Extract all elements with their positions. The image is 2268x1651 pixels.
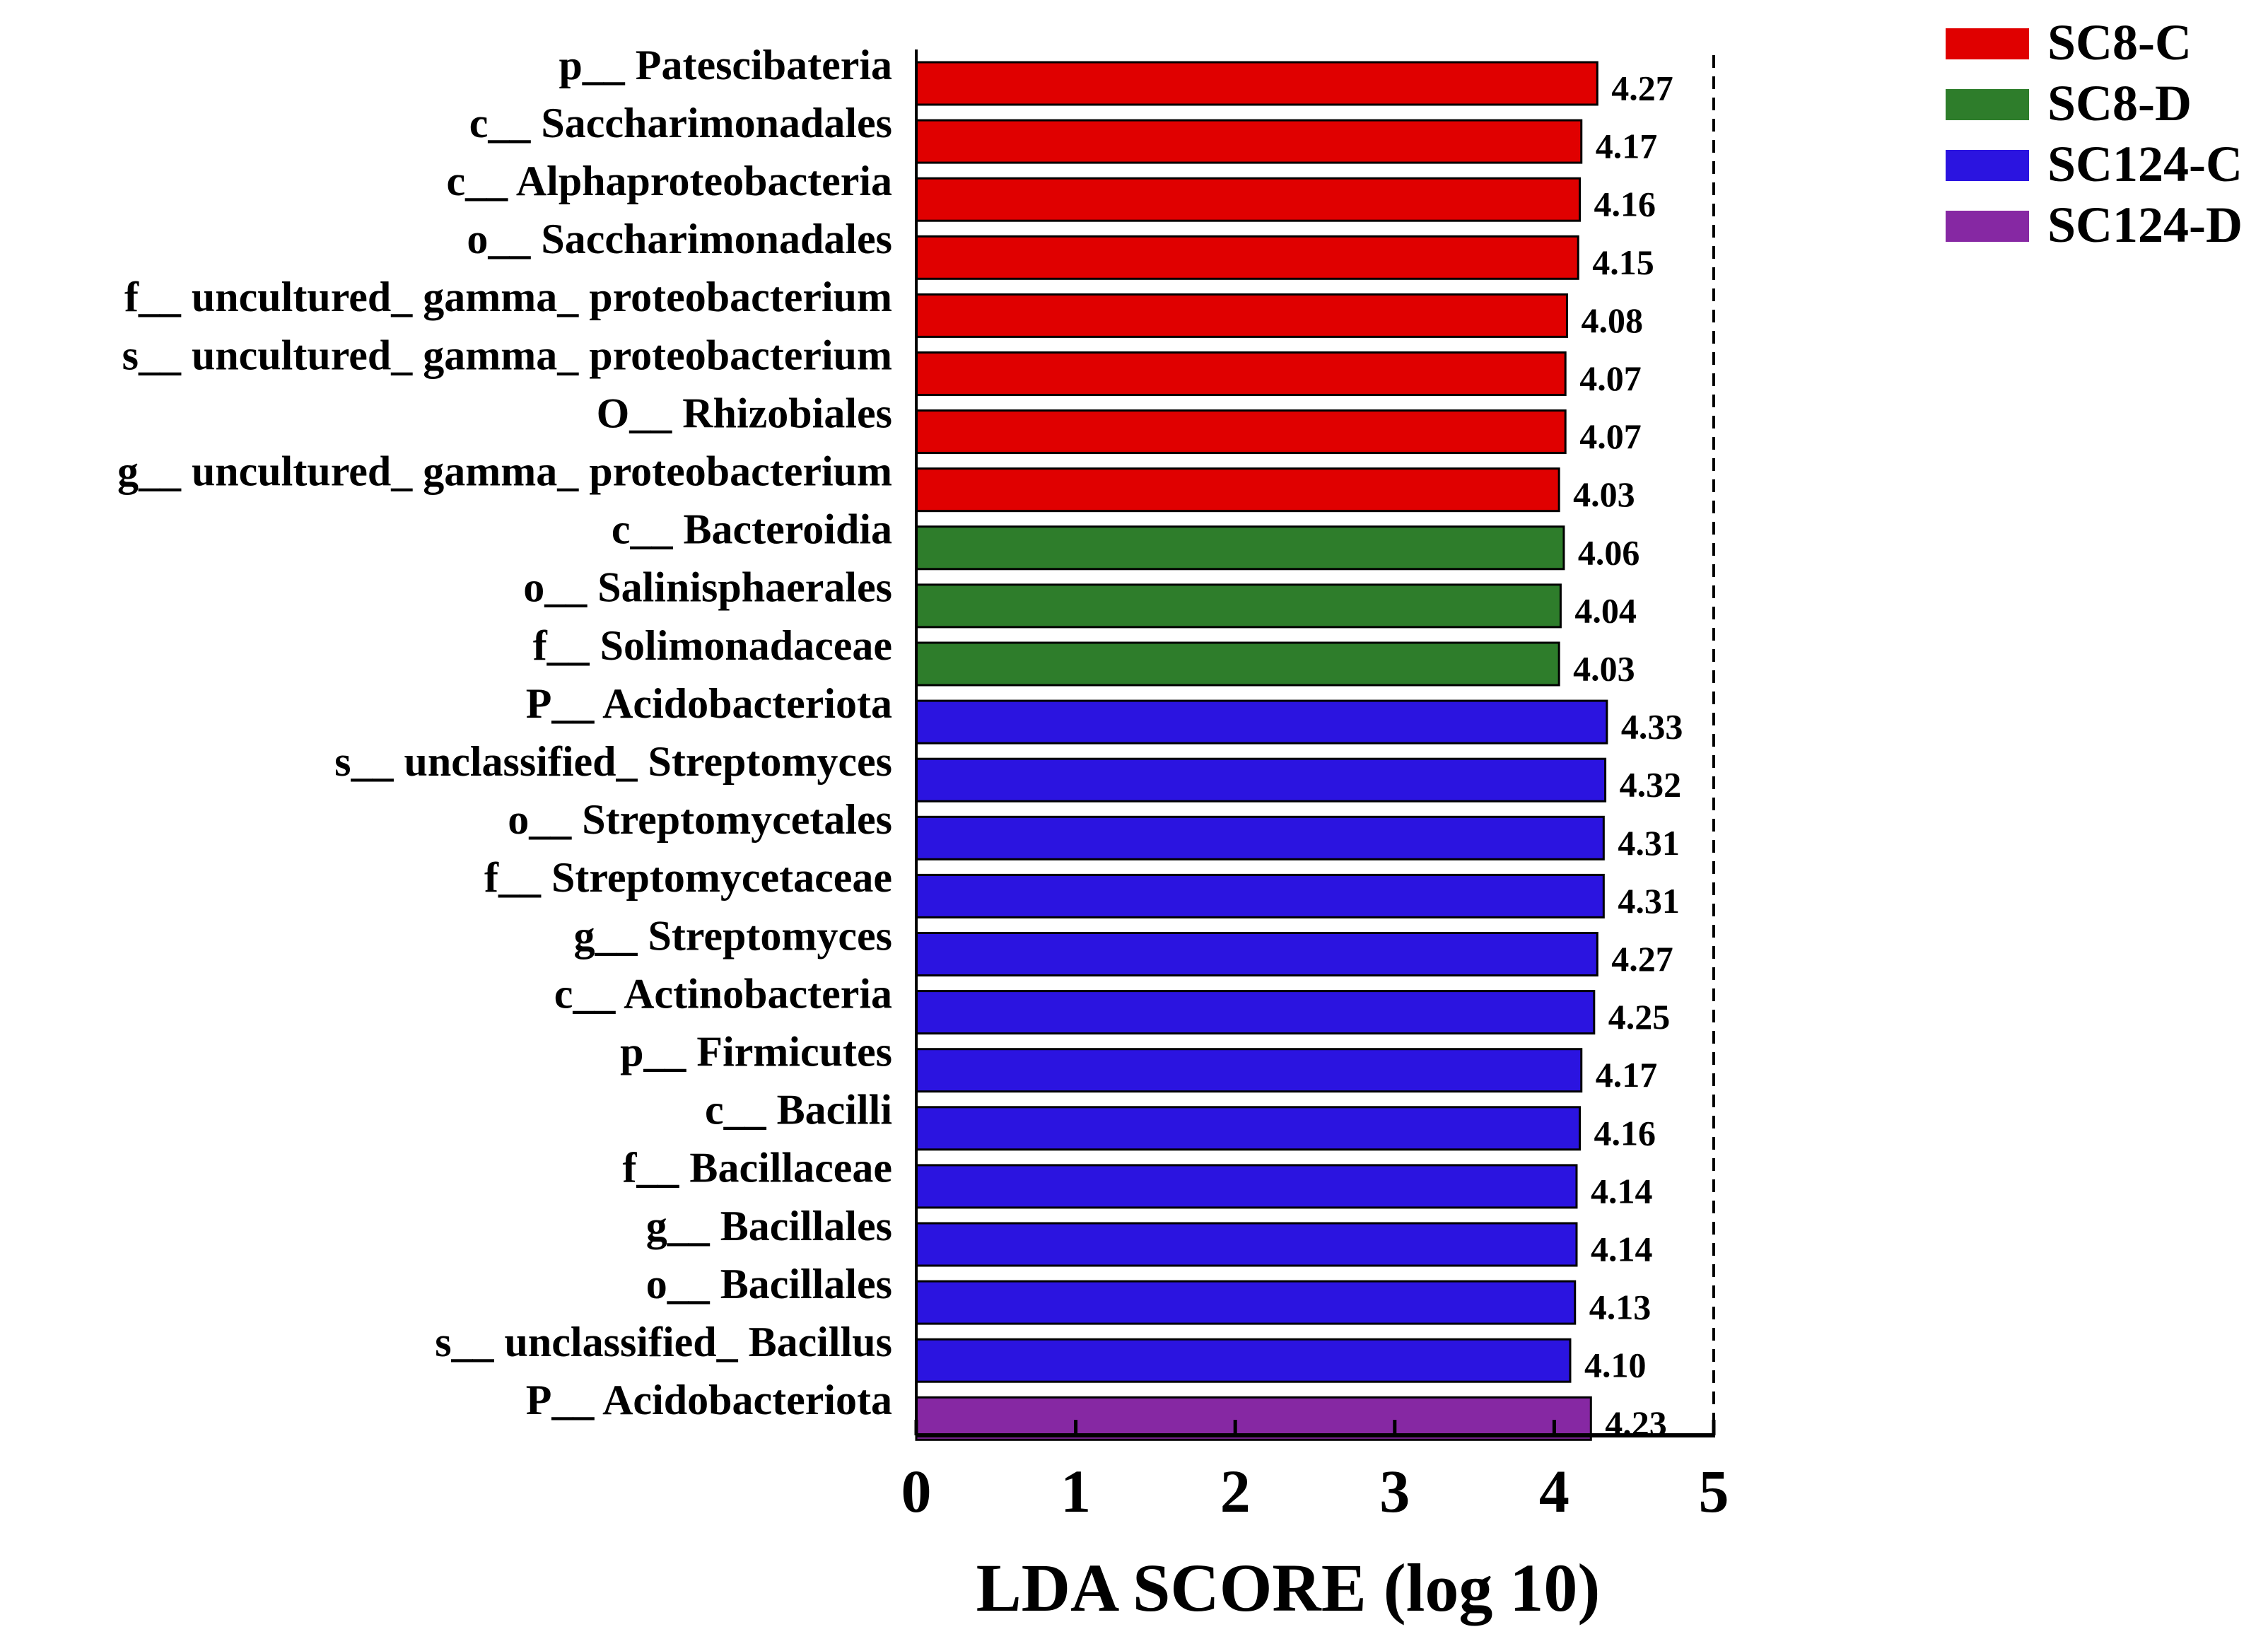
value-label-4: 4.08 — [1581, 301, 1643, 340]
legend-label-2: SC124-C — [2047, 136, 2243, 192]
bar-21 — [915, 1280, 1577, 1325]
x-tick-label-5: 5 — [1699, 1457, 1729, 1525]
legend-swatch-0 — [1946, 28, 2029, 59]
value-label-8: 4.06 — [1578, 532, 1640, 572]
category-label-12: s__ unclassified_ Streptomyces — [334, 738, 892, 785]
bar-11 — [915, 699, 1608, 745]
legend-label-1: SC8-D — [2047, 75, 2192, 132]
bar-20 — [915, 1222, 1578, 1267]
bar-19 — [915, 1164, 1578, 1209]
x-tick-label-0: 0 — [901, 1457, 932, 1525]
category-label-23: P__ Acidobacteriota — [526, 1377, 892, 1423]
value-label-21: 4.13 — [1589, 1288, 1652, 1327]
value-label-16: 4.25 — [1608, 997, 1671, 1037]
bar-16 — [915, 990, 1596, 1035]
x-tick-label-1: 1 — [1060, 1457, 1091, 1525]
legend-swatch-3 — [1946, 211, 2029, 242]
bar-9 — [915, 583, 1562, 629]
bar-0 — [915, 61, 1598, 106]
bar-12 — [915, 757, 1607, 803]
x-tick-label-4: 4 — [1539, 1457, 1570, 1525]
bar-3 — [915, 235, 1579, 280]
category-label-13: o__ Streptomycetales — [508, 796, 892, 843]
category-label-0: p__ Patescibateria — [559, 42, 892, 88]
category-label-7: g__ uncultured_ gamma_ proteobacterium — [117, 448, 892, 494]
value-label-6: 4.07 — [1579, 416, 1642, 456]
category-label-15: g__ Streptomyces — [574, 912, 892, 959]
bar-6 — [915, 409, 1567, 455]
value-label-13: 4.31 — [1618, 823, 1680, 863]
legend-label-0: SC8-C — [2047, 14, 2192, 71]
category-label-6: O__ Rhizobiales — [597, 390, 892, 436]
category-label-9: o__ Salinisphaerales — [523, 564, 892, 611]
bar-5 — [915, 351, 1567, 396]
value-label-3: 4.15 — [1592, 243, 1654, 282]
value-label-12: 4.32 — [1620, 765, 1682, 805]
x-axis: 0 1 2 3 4 5 — [901, 49, 1729, 1525]
bar-2 — [915, 177, 1581, 222]
bar-22 — [915, 1338, 1572, 1383]
value-label-9: 4.04 — [1574, 590, 1637, 630]
value-label-5: 4.07 — [1579, 358, 1642, 398]
category-label-11: P__ Acidobacteriota — [526, 680, 892, 727]
value-label-17: 4.17 — [1596, 1055, 1658, 1095]
category-label-16: c__ Actinobacteria — [554, 970, 892, 1017]
bar-15 — [915, 932, 1598, 976]
value-label-19: 4.14 — [1591, 1171, 1653, 1210]
category-label-2: c__ Alphaproteobacteria — [447, 158, 893, 204]
value-labels: 4.27 4.17 4.16 4.15 4.08 4.07 4.07 4.03 4.06 4.04… — [1573, 68, 1683, 1442]
bar-8 — [915, 525, 1565, 571]
category-label-21: o__ Bacillales — [646, 1261, 892, 1307]
bar-18 — [915, 1106, 1581, 1151]
bar-13 — [915, 815, 1605, 860]
value-label-18: 4.16 — [1594, 1113, 1656, 1153]
value-label-10: 4.03 — [1573, 648, 1635, 688]
category-label-4: f__ uncultured_ gamma_ proteobacterium — [124, 274, 892, 320]
legend-label-3: SC124-D — [2047, 197, 2243, 253]
legend-swatch-1 — [1946, 89, 2029, 120]
category-label-22: s__ unclassified_ Bacillus — [435, 1319, 892, 1365]
category-label-10: f__ Solimonadaceae — [533, 622, 892, 669]
bar-17 — [915, 1048, 1583, 1093]
bar-4 — [915, 293, 1568, 338]
value-label-14: 4.31 — [1618, 881, 1680, 921]
x-tick-label-3: 3 — [1379, 1457, 1410, 1525]
bar-14 — [915, 873, 1605, 918]
bar-1 — [915, 119, 1583, 164]
value-label-7: 4.03 — [1573, 474, 1635, 514]
bars-layer — [915, 61, 1608, 1441]
legend-swatch-2 — [1946, 150, 2029, 181]
x-tick-label-2: 2 — [1220, 1457, 1251, 1525]
value-label-11: 4.33 — [1621, 707, 1683, 747]
bar-10 — [915, 641, 1560, 687]
category-label-5: s__ uncultured_ gamma_ proteobacterium — [122, 332, 892, 378]
category-label-18: c__ Bacilli — [705, 1087, 892, 1133]
category-labels: p__ Patescibateria c__ Saccharimonadales c… — [117, 42, 892, 1423]
category-label-20: g__ Bacillales — [646, 1203, 892, 1249]
category-label-19: f__ Bacillaceae — [622, 1145, 892, 1191]
category-label-1: c__ Saccharimonadales — [469, 100, 892, 146]
category-label-3: o__ Saccharimonadales — [467, 216, 892, 262]
value-label-22: 4.10 — [1584, 1346, 1647, 1385]
category-label-14: f__ Streptomycetaceae — [484, 854, 892, 901]
value-label-15: 4.27 — [1611, 939, 1673, 979]
value-label-2: 4.16 — [1594, 185, 1656, 224]
value-label-0: 4.27 — [1611, 68, 1673, 107]
category-label-17: p__ Firmicutes — [620, 1028, 892, 1075]
x-axis-title: LDA SCORE (log 10) — [976, 1550, 1601, 1626]
value-label-1: 4.17 — [1596, 127, 1658, 166]
value-label-20: 4.14 — [1591, 1229, 1653, 1268]
bar-7 — [915, 467, 1560, 513]
category-label-8: c__ Bacteroidia — [612, 506, 892, 553]
